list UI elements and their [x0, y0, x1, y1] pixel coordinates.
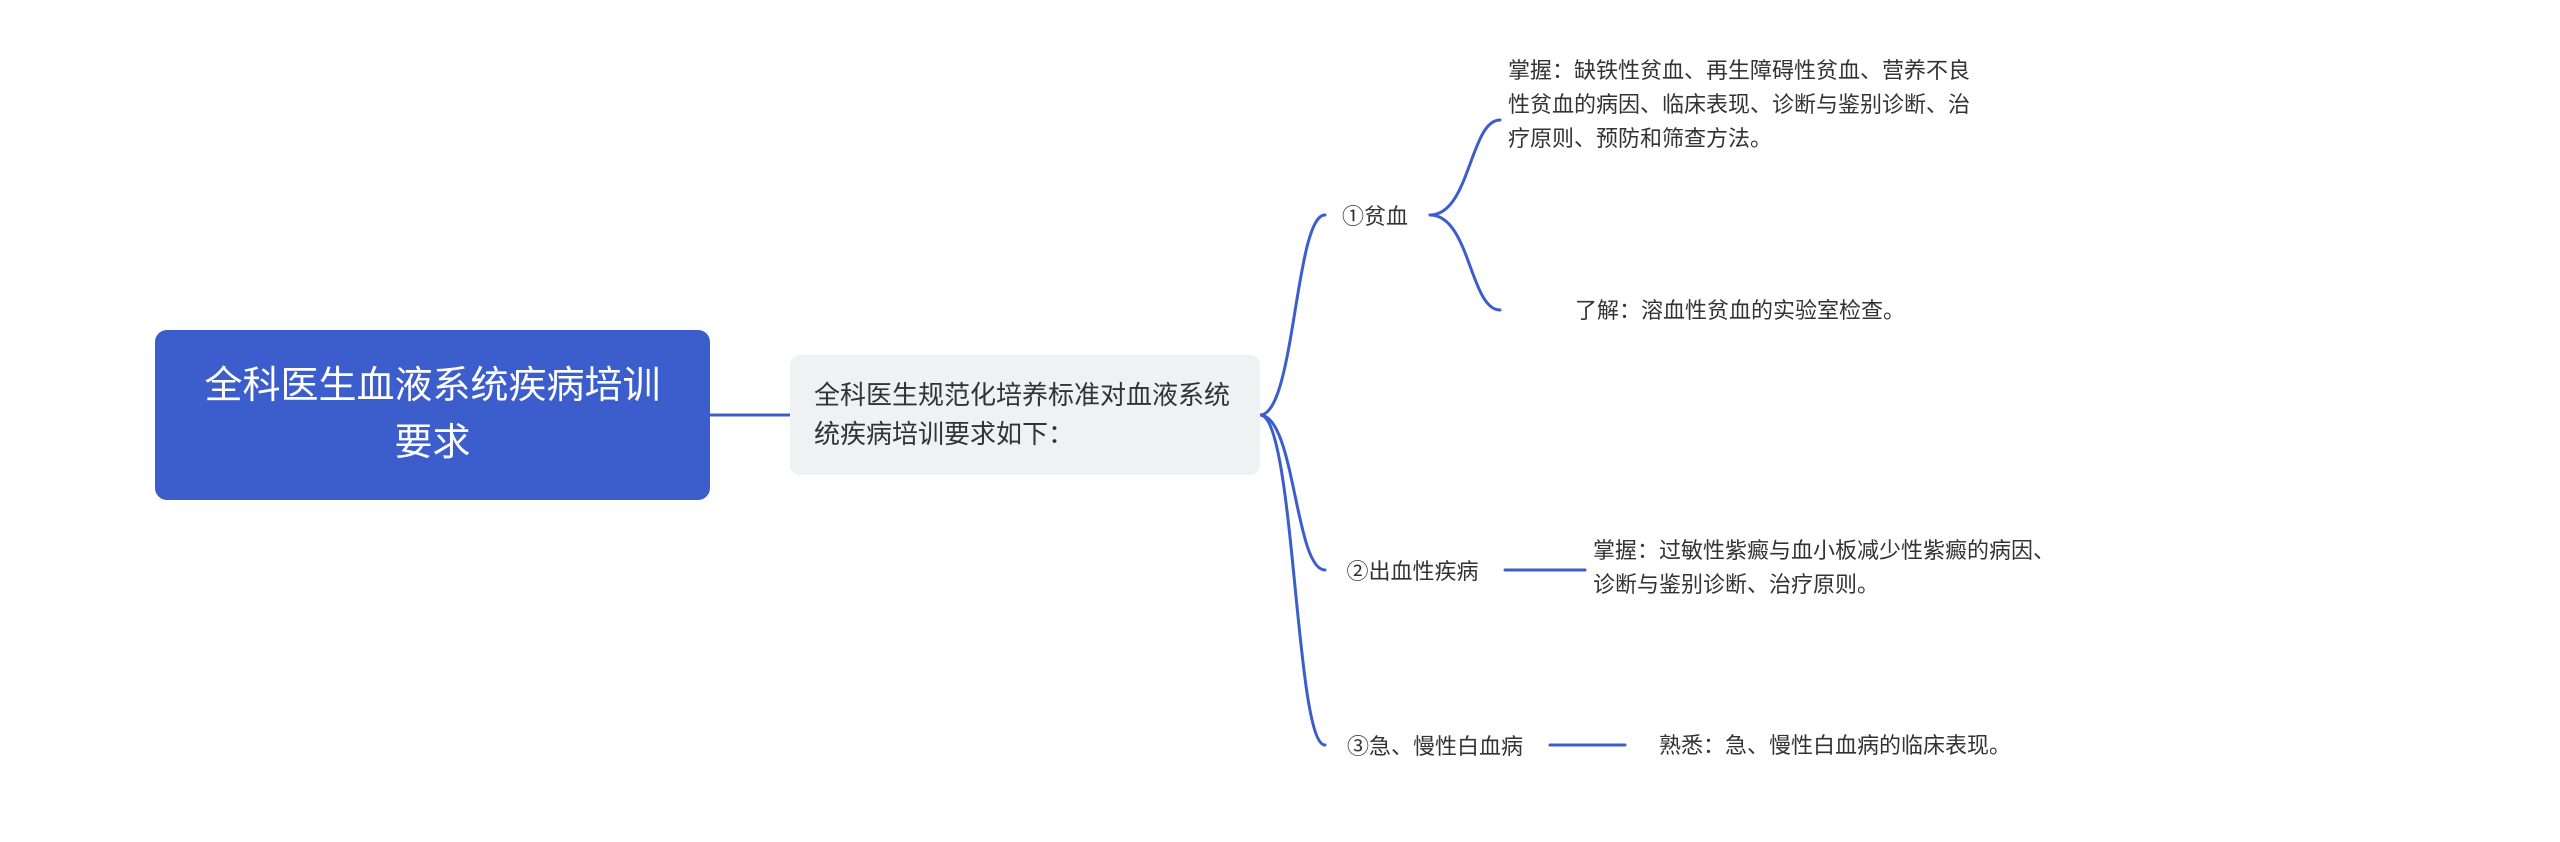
level3-label: 掌握：缺铁性贫血、再生障碍性贫血、营养不良性贫血的病因、临床表现、诊断与鉴别诊断… [1508, 54, 1977, 156]
level1-node[interactable]: 全科医生规范化培养标准对血液系统统疾病培训要求如下： [790, 355, 1260, 475]
level1-node-label: 全科医生规范化培养标准对血液系统统疾病培训要求如下： [814, 376, 1236, 454]
level2-label: ③急、慢性白血病 [1347, 729, 1523, 761]
level3-node-3[interactable]: 熟悉：急、慢性白血病的临床表现。 [1625, 725, 2045, 767]
level2-label: ①贫血 [1342, 199, 1408, 231]
level3-label: 了解：溶血性贫血的实验室检查。 [1575, 294, 1905, 328]
connector-level1-bleeding [1260, 415, 1325, 570]
connector-anemia-l3-1 [1430, 215, 1500, 310]
level3-label: 掌握：过敏性紫癜与血小板减少性紫癜的病因、诊断与鉴别诊断、治疗原则。 [1593, 534, 2062, 602]
level3-label: 熟悉：急、慢性白血病的临床表现。 [1659, 729, 2011, 763]
mindmap-canvas: 全科医生血液系统疾病培训要求 全科医生规范化培养标准对血液系统统疾病培训要求如下… [0, 0, 2560, 842]
connector-anemia-l3-0 [1430, 120, 1500, 215]
connector-level1-anemia [1260, 215, 1325, 415]
root-node-label: 全科医生血液系统疾病培训要求 [187, 358, 678, 472]
root-node[interactable]: 全科医生血液系统疾病培训要求 [155, 330, 710, 500]
connector-level1-leukemia [1260, 415, 1325, 745]
level2-node-anemia[interactable]: ①贫血 [1325, 195, 1425, 235]
level3-node-0[interactable]: 掌握：缺铁性贫血、再生障碍性贫血、营养不良性贫血的病因、临床表现、诊断与鉴别诊断… [1500, 50, 1985, 190]
level2-node-leukemia[interactable]: ③急、慢性白血病 [1325, 725, 1545, 765]
level3-node-1[interactable]: 了解：溶血性贫血的实验室检查。 [1500, 290, 1980, 332]
level2-node-bleeding[interactable]: ②出血性疾病 [1325, 550, 1500, 590]
level2-label: ②出血性疾病 [1346, 554, 1478, 586]
level3-node-2[interactable]: 掌握：过敏性紫癜与血小板减少性紫癜的病因、诊断与鉴别诊断、治疗原则。 [1585, 530, 2070, 610]
